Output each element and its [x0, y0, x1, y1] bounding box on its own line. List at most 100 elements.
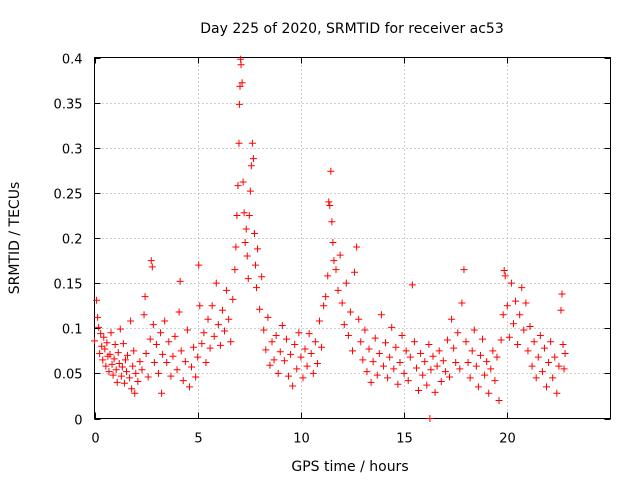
data-point: [559, 340, 567, 348]
data-point: [327, 167, 335, 175]
data-point: [177, 347, 185, 355]
data-point: [268, 338, 276, 346]
data-point: [540, 344, 548, 352]
data-point: [309, 369, 317, 377]
x-tick-label: 20: [499, 432, 516, 447]
data-point: [549, 374, 557, 382]
data-point: [161, 317, 169, 325]
data-point: [371, 334, 379, 342]
data-point: [171, 332, 179, 340]
data-point: [198, 340, 206, 348]
data-point: [264, 313, 272, 321]
data-point: [289, 382, 297, 390]
data-point: [551, 353, 559, 361]
data-point: [196, 302, 204, 310]
data-point: [253, 284, 261, 292]
data-point: [476, 351, 484, 359]
data-point: [108, 360, 116, 368]
data-point: [384, 374, 392, 382]
data-point: [557, 306, 565, 314]
data-point: [245, 211, 253, 219]
data-point: [462, 338, 470, 346]
data-point: [377, 311, 385, 319]
data-point: [247, 162, 255, 170]
data-point: [346, 308, 354, 316]
data-point: [448, 315, 456, 323]
data-point: [176, 277, 184, 285]
data-point: [441, 368, 449, 376]
data-point: [173, 366, 181, 374]
y-tick-label: 0.35: [54, 98, 83, 113]
data-point: [547, 338, 555, 346]
data-point: [315, 317, 323, 325]
data-point: [307, 350, 315, 358]
data-point: [105, 368, 113, 376]
data-point: [274, 369, 282, 377]
data-point: [232, 243, 240, 251]
data-point: [433, 362, 441, 370]
data-point: [256, 305, 264, 313]
data-point: [233, 211, 241, 219]
data-point: [200, 329, 208, 337]
data-point: [450, 344, 458, 352]
data-point: [297, 353, 305, 361]
data-point: [100, 333, 108, 341]
data-point: [181, 358, 189, 366]
data-point: [530, 338, 538, 346]
data-point: [431, 388, 439, 396]
data-point: [130, 347, 138, 355]
data-point: [340, 321, 348, 329]
data-point: [142, 350, 150, 358]
data-point: [158, 389, 166, 397]
data-point: [131, 389, 139, 397]
data-point: [520, 326, 528, 334]
data-point: [456, 365, 464, 373]
data-point: [107, 329, 115, 337]
data-point: [353, 243, 361, 251]
data-point: [464, 359, 472, 367]
data-point: [398, 331, 406, 339]
data-point: [120, 379, 128, 387]
data-point: [481, 371, 489, 379]
data-point: [212, 279, 220, 287]
data-point: [392, 343, 400, 351]
data-point: [243, 252, 251, 260]
data-point: [276, 348, 284, 356]
data-point: [280, 357, 288, 365]
y-tick-label: 0.4: [62, 53, 83, 68]
data-point: [543, 383, 551, 391]
data-point: [246, 187, 254, 195]
data-point: [406, 353, 414, 361]
data-point: [379, 362, 387, 370]
data-point: [505, 333, 513, 341]
data-point: [250, 229, 258, 237]
data-point: [97, 330, 105, 338]
data-point: [427, 366, 435, 374]
data-point: [443, 336, 451, 344]
data-point: [334, 286, 342, 294]
data-point: [325, 198, 333, 206]
data-point: [190, 343, 198, 351]
data-point: [355, 315, 363, 323]
data-point: [553, 389, 561, 397]
y-tick-label: 0.15: [54, 278, 83, 293]
data-point: [421, 358, 429, 366]
data-point: [305, 330, 313, 338]
data-point: [202, 359, 210, 367]
data-point: [558, 290, 566, 298]
y-axis-label: SRMTID / TECUs: [7, 182, 23, 295]
data-point: [262, 346, 270, 354]
data-point: [439, 357, 447, 365]
data-point: [373, 371, 381, 379]
y-tick-label: 0.2: [62, 233, 83, 248]
data-point: [216, 341, 224, 349]
data-point: [126, 374, 134, 382]
data-point: [532, 374, 540, 382]
data-point: [369, 358, 377, 366]
data-point: [538, 368, 546, 376]
data-point: [468, 347, 476, 355]
data-point: [326, 202, 334, 210]
data-point: [112, 366, 120, 374]
data-point: [117, 372, 125, 380]
data-point: [507, 279, 515, 287]
